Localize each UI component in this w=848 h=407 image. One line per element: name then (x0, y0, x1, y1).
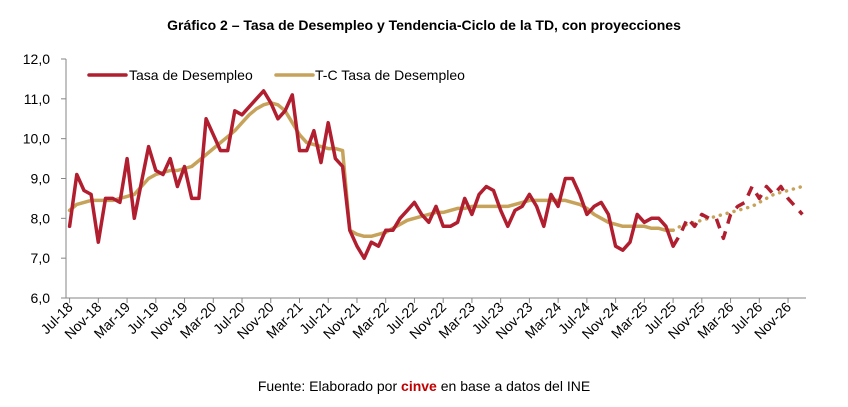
source-suffix: en base a datos del INE (437, 378, 590, 394)
y-tick-label: 11,0 (24, 91, 50, 107)
y-tick-label: 6,0 (31, 290, 51, 306)
source-brand: cinve (401, 378, 437, 394)
y-tick-label: 9,0 (31, 171, 51, 187)
y-axis-ticks: 6,0 7,0 8,0 9,0 10,0 11,0 12,0 (23, 51, 66, 306)
y-tick-label: 7,0 (31, 250, 51, 266)
legend: Tasa de Desempleo T-C Tasa de Desempleo (87, 67, 465, 83)
series-line-tasa-de-desempleo-proyecci-n (671, 184, 804, 248)
chart-title: Gráfico 2 – Tasa de Desempleo y Tendenci… (167, 17, 681, 33)
y-tick-label: 8,0 (31, 210, 51, 226)
series-lines (67, 89, 805, 260)
series-line-t-c-tasa-de-desempleo-proyecci-n (671, 184, 805, 233)
series-line-t-c-tasa-de-desempleo (67, 101, 675, 239)
y-tick-label: 10,0 (23, 131, 50, 147)
series-line-tasa-de-desempleo (67, 89, 675, 260)
legend-label-tasa-de-desempleo: Tasa de Desempleo (129, 67, 253, 83)
source-note: Fuente: Elaborado por cinve en base a da… (258, 378, 590, 394)
x-axis-ticks: Jul-18Nov-18Mar-19Jul-19Nov-19Mar-20Jul-… (37, 298, 794, 342)
legend-label-tc-tasa-de-desempleo: T-C Tasa de Desempleo (315, 67, 465, 83)
source-prefix: Fuente: Elaborado por (258, 378, 401, 394)
y-tick-label: 12,0 (23, 51, 50, 67)
